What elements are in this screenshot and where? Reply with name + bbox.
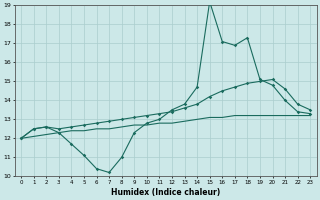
X-axis label: Humidex (Indice chaleur): Humidex (Indice chaleur) bbox=[111, 188, 220, 197]
